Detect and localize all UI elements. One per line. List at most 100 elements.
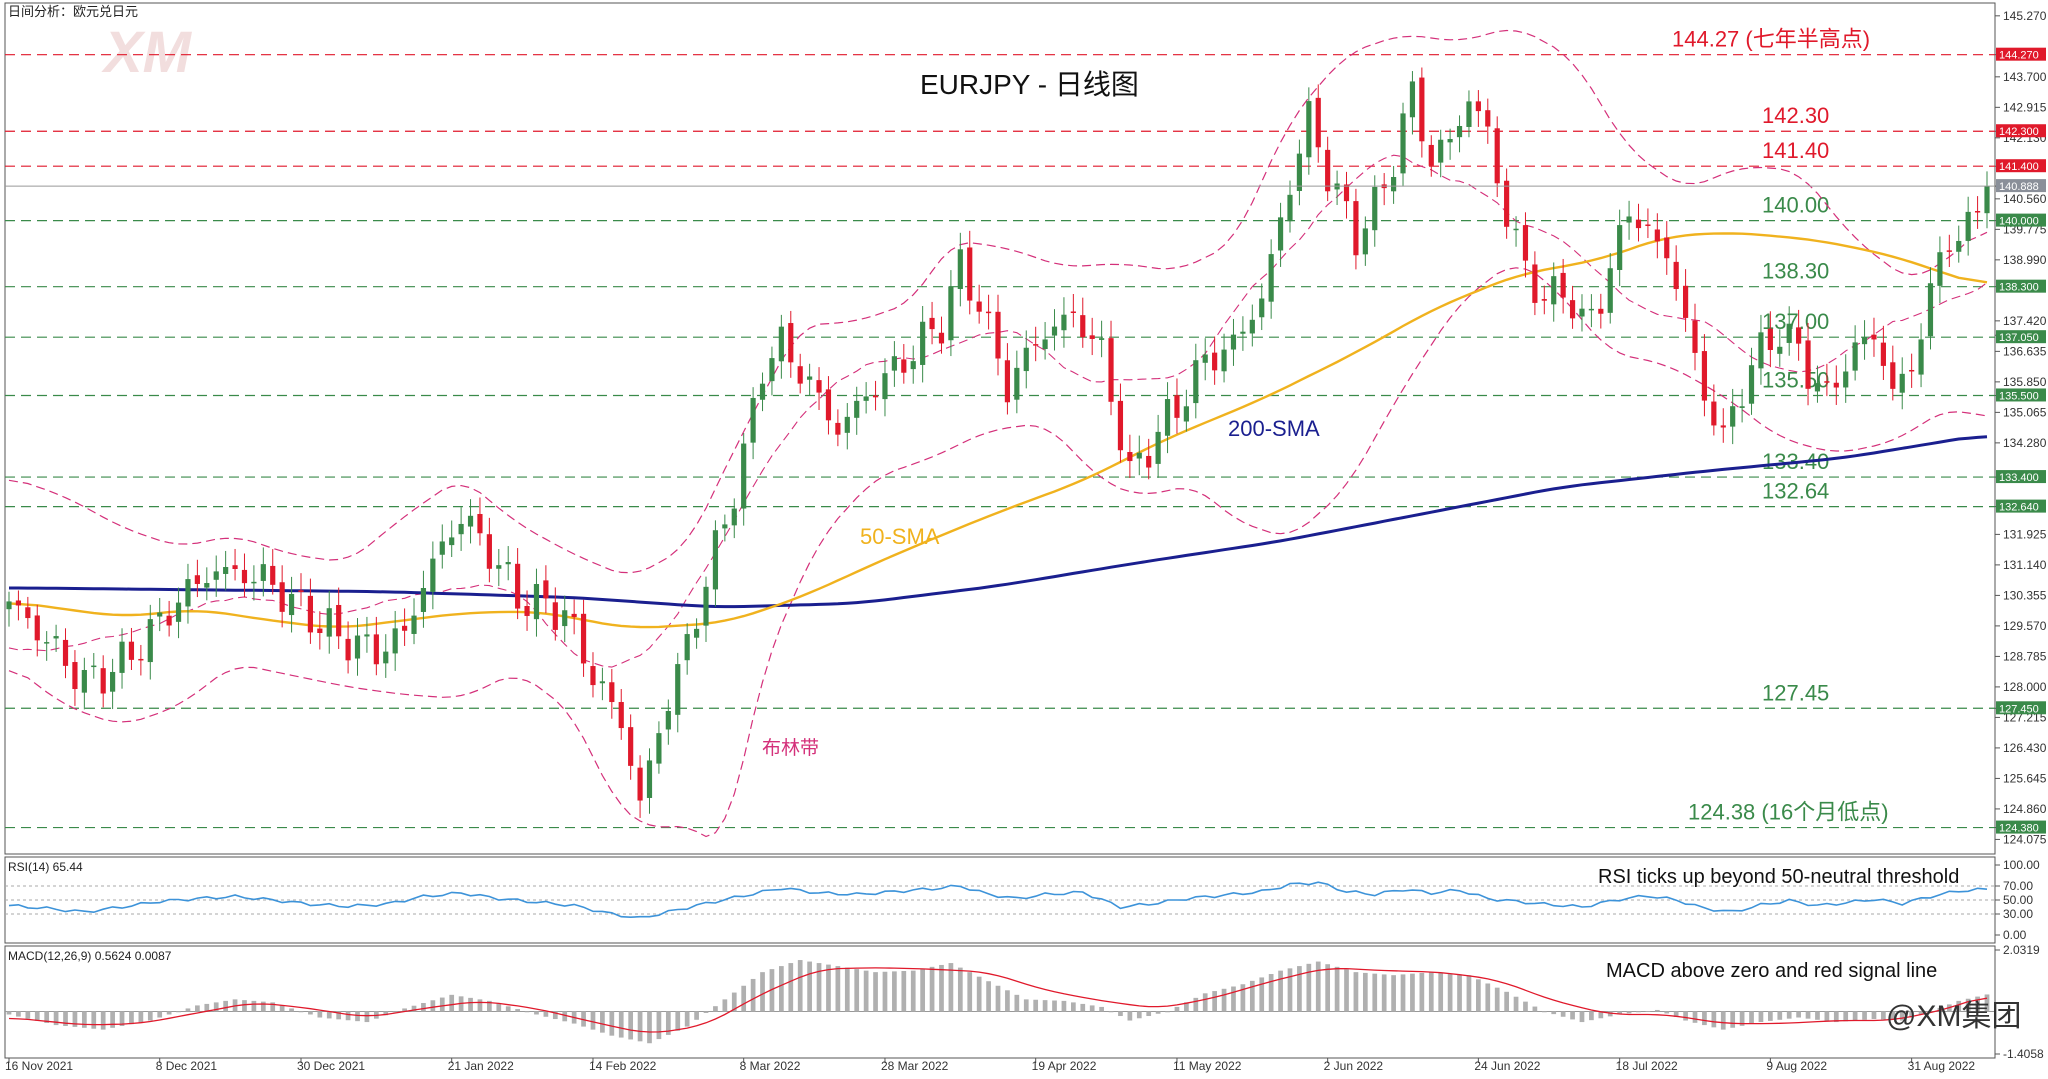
candle-body bbox=[646, 760, 653, 798]
candle-body bbox=[1946, 250, 1952, 252]
macd-bar bbox=[1815, 1011, 1820, 1020]
macd-bar bbox=[1353, 972, 1359, 1012]
candle-body bbox=[628, 727, 634, 766]
macd-bar bbox=[1447, 973, 1453, 1012]
rsi-tick-label: 100.00 bbox=[2003, 858, 2040, 872]
candle-body bbox=[1296, 153, 1303, 191]
macd-bar bbox=[1692, 1011, 1698, 1023]
macd-bar bbox=[1381, 974, 1387, 1012]
candle bbox=[872, 380, 879, 411]
candle bbox=[1372, 175, 1378, 247]
candle-body bbox=[166, 615, 172, 626]
macd-bar bbox=[439, 997, 445, 1012]
candle-body bbox=[769, 358, 775, 382]
macd-bar bbox=[16, 1011, 21, 1017]
y-tick-label: 135.850 bbox=[2003, 375, 2047, 389]
candle bbox=[6, 591, 12, 627]
candle-body bbox=[788, 323, 794, 363]
x-tick-label: 24 Jun 2022 bbox=[1474, 1059, 1540, 1073]
level-label: 140.00 bbox=[1762, 193, 1829, 218]
candle-body bbox=[750, 397, 756, 443]
candle bbox=[788, 310, 794, 378]
macd-bar bbox=[1786, 1011, 1792, 1019]
candle bbox=[731, 498, 737, 539]
candle-body bbox=[1551, 276, 1557, 305]
macd-bar bbox=[1419, 972, 1425, 1012]
candle bbox=[62, 628, 69, 679]
macd-bar bbox=[1523, 1001, 1528, 1012]
candle bbox=[15, 590, 22, 621]
macd-bar bbox=[1240, 984, 1246, 1012]
rsi-tick-label: 30.00 bbox=[2003, 907, 2033, 921]
candle bbox=[1626, 200, 1632, 240]
macd-bar bbox=[1607, 1011, 1613, 1017]
macd-bar bbox=[656, 1011, 662, 1040]
macd-bar bbox=[1881, 1011, 1886, 1020]
macd-bar bbox=[920, 968, 926, 1012]
candle bbox=[1748, 347, 1755, 415]
candle bbox=[1682, 269, 1689, 332]
candle-body bbox=[1560, 272, 1566, 298]
candle bbox=[1240, 316, 1246, 351]
candle-body bbox=[1033, 344, 1039, 346]
candle bbox=[1692, 303, 1698, 371]
candle-body bbox=[1391, 176, 1397, 192]
candle-body bbox=[1796, 327, 1802, 344]
candle-body bbox=[1343, 184, 1350, 202]
macd-bar bbox=[1636, 1011, 1641, 1013]
macd-bar bbox=[844, 967, 850, 1012]
macd-bar bbox=[986, 981, 991, 1012]
macd-bar bbox=[1118, 1011, 1123, 1017]
candle bbox=[1833, 365, 1839, 405]
macd-bar bbox=[901, 971, 907, 1012]
candle-body bbox=[1080, 315, 1086, 338]
candle-body bbox=[1051, 326, 1058, 336]
y-tick-label: 131.925 bbox=[2003, 527, 2047, 541]
x-tick-label: 16 Nov 2021 bbox=[5, 1059, 73, 1073]
candle-body bbox=[901, 359, 907, 373]
candle-body bbox=[449, 537, 455, 546]
level-badge bbox=[1996, 820, 2046, 834]
macd-bar bbox=[750, 978, 756, 1012]
candle-body bbox=[91, 665, 97, 668]
macd-bar bbox=[1136, 1011, 1142, 1019]
candle bbox=[1720, 408, 1726, 443]
candle-body bbox=[383, 651, 389, 664]
candle-body bbox=[844, 416, 850, 433]
macd-bar bbox=[1297, 966, 1302, 1012]
candle-body bbox=[891, 356, 897, 371]
macd-bar bbox=[355, 1011, 360, 1022]
candle bbox=[920, 305, 926, 383]
macd-histogram bbox=[6, 960, 1990, 1044]
macd-bar bbox=[298, 1011, 304, 1013]
macd-bar bbox=[600, 1011, 605, 1033]
candle bbox=[44, 631, 50, 661]
candle bbox=[524, 590, 530, 631]
candle-body bbox=[147, 619, 153, 663]
macd-bar bbox=[957, 967, 963, 1012]
candle-body bbox=[411, 615, 417, 634]
macd-bar bbox=[1645, 1011, 1651, 1012]
level-badge-label: 124.380 bbox=[1999, 823, 2039, 835]
macd-bar bbox=[392, 1011, 398, 1013]
candle bbox=[1504, 168, 1510, 239]
candle-body bbox=[1230, 334, 1237, 350]
candle bbox=[618, 689, 624, 740]
macd-bar bbox=[166, 1011, 172, 1015]
y-tick-label: 136.635 bbox=[2003, 344, 2047, 358]
macd-bar bbox=[1918, 1011, 1924, 1015]
candle-body bbox=[1127, 452, 1133, 462]
candle bbox=[995, 294, 1001, 376]
candle-body bbox=[1645, 224, 1651, 226]
candle bbox=[420, 570, 427, 628]
candle-body bbox=[1400, 113, 1406, 174]
macd-bar bbox=[807, 961, 812, 1012]
candle-body bbox=[430, 558, 436, 592]
x-tick-label: 18 Jul 2022 bbox=[1616, 1059, 1678, 1073]
level-badge-label: 132.640 bbox=[1999, 502, 2039, 514]
macd-bar bbox=[1042, 1000, 1048, 1012]
candle bbox=[1391, 165, 1397, 204]
candle bbox=[590, 652, 596, 698]
candle bbox=[769, 346, 775, 396]
rsi-tick-label: 50.00 bbox=[2003, 893, 2033, 907]
